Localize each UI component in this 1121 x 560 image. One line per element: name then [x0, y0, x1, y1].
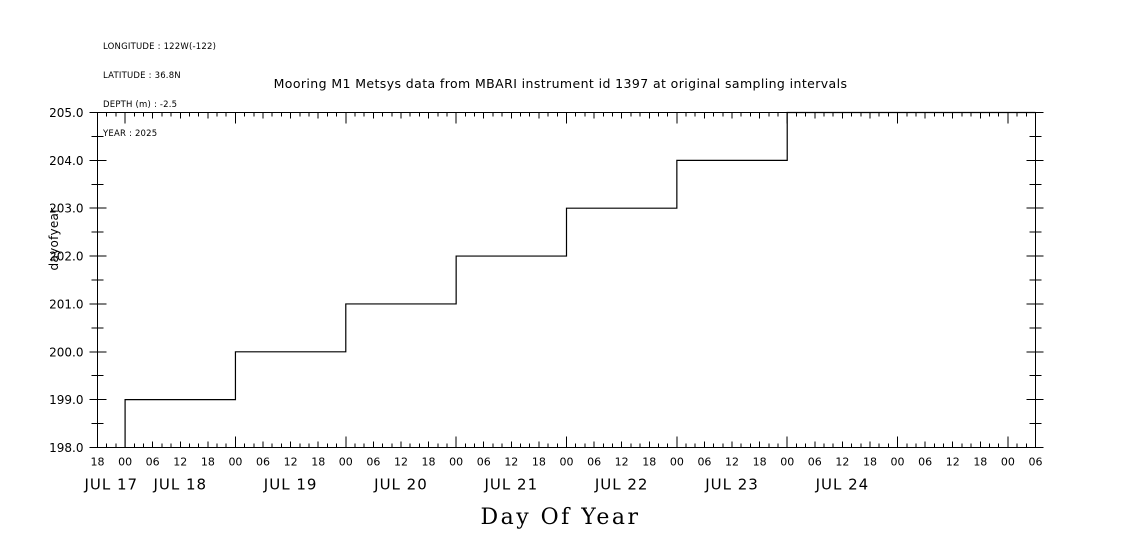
y-tick-label: 201.0 — [49, 297, 83, 311]
metadata-longitude: LONGITUDE : 122W(-122) — [103, 42, 217, 53]
x-hour-label: 06 — [366, 456, 380, 469]
x-date-label: JUL 17 — [83, 476, 138, 494]
x-hour-label: 12 — [835, 456, 849, 469]
x-hour-label: 00 — [891, 456, 905, 469]
y-tick-label: 198.0 — [49, 441, 83, 455]
x-date-label: JUL 20 — [373, 476, 428, 494]
x-hour-label: 00 — [560, 456, 574, 469]
x-hour-label: 06 — [477, 456, 491, 469]
x-hour-label: 18 — [311, 456, 325, 469]
x-axis-hour-labels: 18 00 06 12 18 00 06 12 18 00 06 12 18 00 06 12 18 00 06 12… — [91, 456, 1043, 469]
x-hour-label: 00 — [1001, 456, 1015, 469]
x-hour-label: 12 — [946, 456, 960, 469]
x-hour-label: 18 — [422, 456, 436, 469]
data-series-dayofyear — [124, 111, 1036, 448]
metadata-block: LONGITUDE : 122W(-122) LATITUDE : 36.8N … — [103, 24, 216, 158]
x-hour-label: 00 — [670, 456, 684, 469]
x-hour-label: 00 — [449, 456, 463, 469]
step-line-dayofyear — [124, 111, 1036, 448]
y-tick-label: 204.0 — [49, 154, 83, 168]
x-hour-label: 12 — [725, 456, 739, 469]
x-hour-label: 06 — [256, 456, 270, 469]
x-hour-label: 12 — [504, 456, 518, 469]
x-hour-label: 00 — [118, 456, 132, 469]
y-tick-label: 200.0 — [49, 345, 83, 359]
x-date-label: JUL 18 — [152, 476, 207, 494]
x-hour-label: 18 — [863, 456, 877, 469]
x-hour-label: 06 — [918, 456, 932, 469]
x-hour-label: 06 — [146, 456, 160, 469]
plot-frame-rect — [96, 111, 1037, 449]
x-hour-label: 18 — [91, 456, 105, 469]
x-axis-ticks — [97, 112, 1036, 448]
y-tick-label: 205.0 — [49, 106, 83, 120]
chart-title: Mooring M1 Metsys data from MBARI instru… — [273, 76, 848, 91]
x-hour-label: 00 — [780, 456, 794, 469]
x-axis-date-labels: JUL 17 JUL 18 JUL 19 JUL 20 JUL 21 JUL 22 JUL … — [83, 476, 870, 494]
x-date-label: JUL 24 — [815, 476, 870, 494]
x-hour-label: 06 — [587, 456, 601, 469]
x-hour-label: 18 — [201, 456, 215, 469]
x-date-label: JUL 23 — [704, 476, 759, 494]
x-date-label: JUL 22 — [594, 476, 649, 494]
x-hour-label: 18 — [642, 456, 656, 469]
x-hour-label: 12 — [394, 456, 408, 469]
x-hour-label: 18 — [753, 456, 767, 469]
x-date-label: JUL 21 — [484, 476, 539, 494]
x-hour-label: 12 — [173, 456, 187, 469]
y-tick-label: 203.0 — [49, 202, 83, 216]
y-tick-label: 199.0 — [49, 393, 83, 407]
y-axis-ticks — [89, 112, 1044, 448]
x-hour-label: 06 — [697, 456, 711, 469]
x-hour-label: 06 — [1029, 456, 1043, 469]
x-hour-label: 18 — [973, 456, 987, 469]
x-axis-title: Day Of Year — [480, 505, 641, 530]
x-hour-label: 06 — [808, 456, 822, 469]
y-axis-tick-labels: 198.0 199.0 200.0 201.0 202.0 203.0 204.0 205.0 — [49, 106, 83, 455]
plot-frame — [96, 111, 1037, 449]
x-hour-label: 00 — [339, 456, 353, 469]
x-hour-label: 12 — [284, 456, 298, 469]
x-hour-label: 12 — [615, 456, 629, 469]
metadata-year: YEAR : 2025 — [103, 128, 158, 139]
x-hour-label: 18 — [532, 456, 546, 469]
x-hour-label: 00 — [228, 456, 242, 469]
y-tick-label: 202.0 — [49, 250, 83, 264]
x-date-label: JUL 19 — [263, 476, 318, 494]
metadata-depth: DEPTH (m) : -2.5 — [103, 99, 178, 110]
metadata-latitude: LATITUDE : 36.8N — [103, 70, 181, 81]
